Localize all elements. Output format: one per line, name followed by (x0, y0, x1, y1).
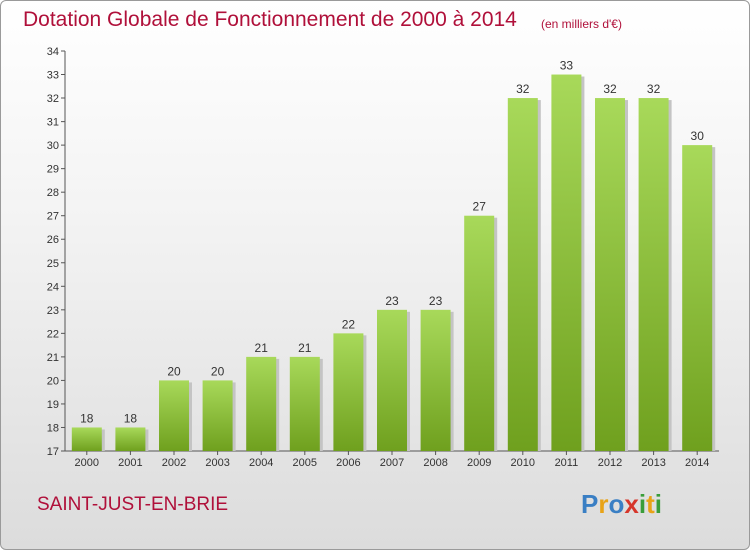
proxiti-logo[interactable]: Proxiti (581, 489, 662, 520)
x-tick-label: 2000 (75, 457, 99, 469)
y-tick-label: 22 (47, 328, 59, 340)
bars: 18 18 20 20 21 21 22 23 23 27 32 33 32 32 30 (71, 59, 716, 451)
x-tick-label: 2012 (598, 457, 622, 469)
x-tick-label: 2009 (467, 457, 491, 469)
x-tick-label: 2002 (162, 457, 186, 469)
bar (507, 98, 538, 451)
y-axis: 17 18 19 20 21 22 23 24 25 26 27 28 29 30 31 32 33 34 (47, 46, 66, 458)
data-label: 20 (167, 364, 181, 378)
y-tick-label: 28 (47, 187, 59, 199)
data-label: 23 (429, 294, 443, 308)
y-tick-label: 30 (47, 140, 59, 152)
y-tick-label: 34 (47, 46, 59, 58)
bar (682, 145, 713, 451)
x-tick-label: 2005 (293, 457, 317, 469)
bar (420, 309, 451, 451)
data-label: 20 (211, 364, 225, 378)
data-label: 21 (255, 341, 269, 355)
data-label: 23 (385, 294, 399, 308)
logo-letter: i (654, 489, 662, 519)
bar (159, 380, 189, 451)
bar (464, 215, 495, 451)
y-tick-label: 17 (47, 446, 59, 458)
bar (551, 74, 582, 451)
data-label: 18 (124, 411, 138, 425)
x-axis: 2000 2001 2002 2003 2004 2005 2006 2007 2008 2009… (65, 450, 719, 469)
data-label: 27 (473, 200, 487, 214)
x-tick-label: 2006 (336, 457, 360, 469)
logo-letter: r (598, 489, 609, 519)
x-tick-label: 2014 (685, 457, 709, 469)
chart-subtitle: (en milliers d'€) (541, 17, 622, 31)
y-tick-label: 32 (47, 93, 59, 105)
bar (202, 380, 233, 451)
logo-letter: t (646, 489, 655, 519)
x-tick-label: 2011 (555, 457, 579, 469)
y-tick-label: 33 (47, 70, 59, 82)
logo-letter: o (608, 489, 625, 519)
y-tick-label: 23 (47, 305, 59, 317)
y-tick-label: 19 (47, 399, 59, 411)
y-tick-label: 31 (47, 117, 59, 129)
y-tick-label: 25 (47, 258, 59, 270)
y-tick-label: 21 (47, 352, 59, 364)
bar (289, 356, 320, 451)
data-label: 30 (691, 129, 705, 143)
y-tick-label: 27 (47, 211, 59, 223)
x-tick-label: 2013 (641, 457, 665, 469)
x-tick-label: 2008 (423, 457, 447, 469)
y-tick-label: 20 (47, 375, 59, 387)
bar (333, 333, 364, 451)
data-label: 21 (298, 341, 312, 355)
bar (115, 427, 146, 451)
data-label: 32 (647, 82, 661, 96)
bar (638, 98, 669, 451)
y-tick-label: 29 (47, 164, 59, 176)
data-label: 22 (342, 317, 356, 331)
bar (377, 309, 407, 451)
x-tick-label: 2007 (380, 457, 404, 469)
x-tick-label: 2004 (249, 457, 273, 469)
data-label: 18 (80, 411, 94, 425)
commune-name: SAINT-JUST-EN-BRIE (37, 494, 229, 515)
bar (595, 98, 625, 451)
chart-title: Dotation Globale de Fonctionnement de 20… (23, 8, 517, 31)
x-tick-label: 2010 (511, 457, 535, 469)
logo-letter: i (638, 489, 647, 519)
bar (71, 427, 102, 451)
bar (246, 356, 277, 451)
y-tick-label: 26 (47, 234, 59, 246)
logo-letter: P (581, 489, 599, 519)
y-tick-label: 24 (47, 281, 59, 293)
x-tick-label: 2001 (118, 457, 142, 469)
y-tick-label: 18 (47, 422, 59, 434)
data-label: 32 (603, 82, 617, 96)
x-tick-label: 2003 (205, 457, 229, 469)
data-label: 32 (516, 82, 530, 96)
data-label: 33 (560, 59, 574, 73)
logo-letter: x (624, 489, 639, 519)
